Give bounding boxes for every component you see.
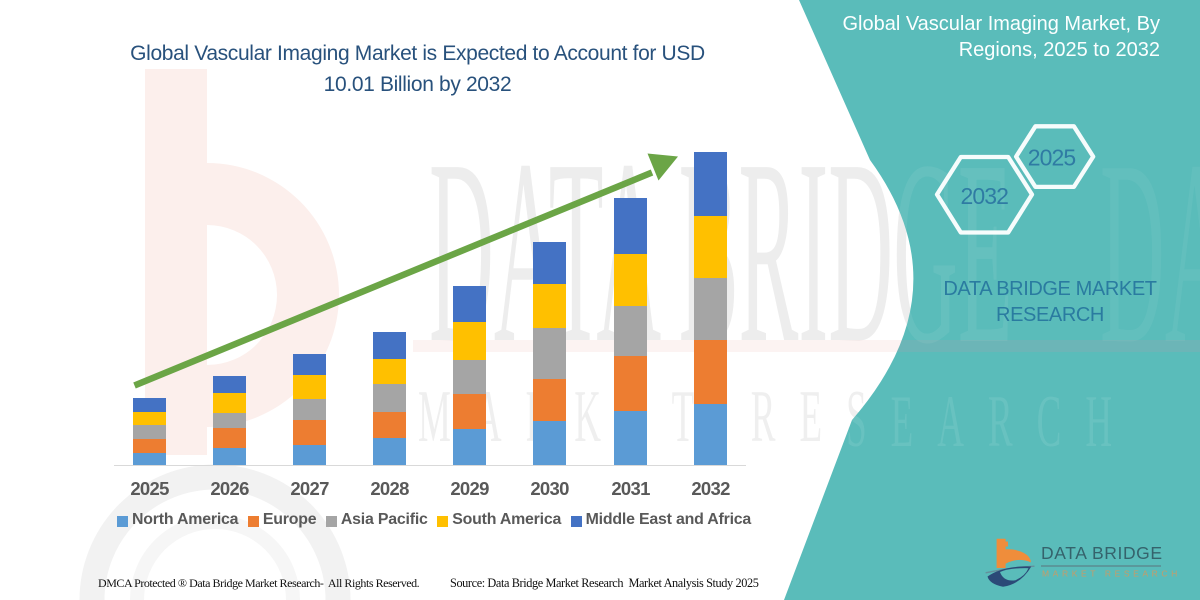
svg-text:MARKET RESEARCH: MARKET RESEARCH <box>1042 569 1181 579</box>
svg-text:2025: 2025 <box>1028 144 1076 170</box>
svg-text:DA: DA <box>1100 105 1200 398</box>
svg-text:2032: 2032 <box>961 183 1009 209</box>
svg-text:DATA BRIDGE: DATA BRIDGE <box>1041 543 1163 563</box>
